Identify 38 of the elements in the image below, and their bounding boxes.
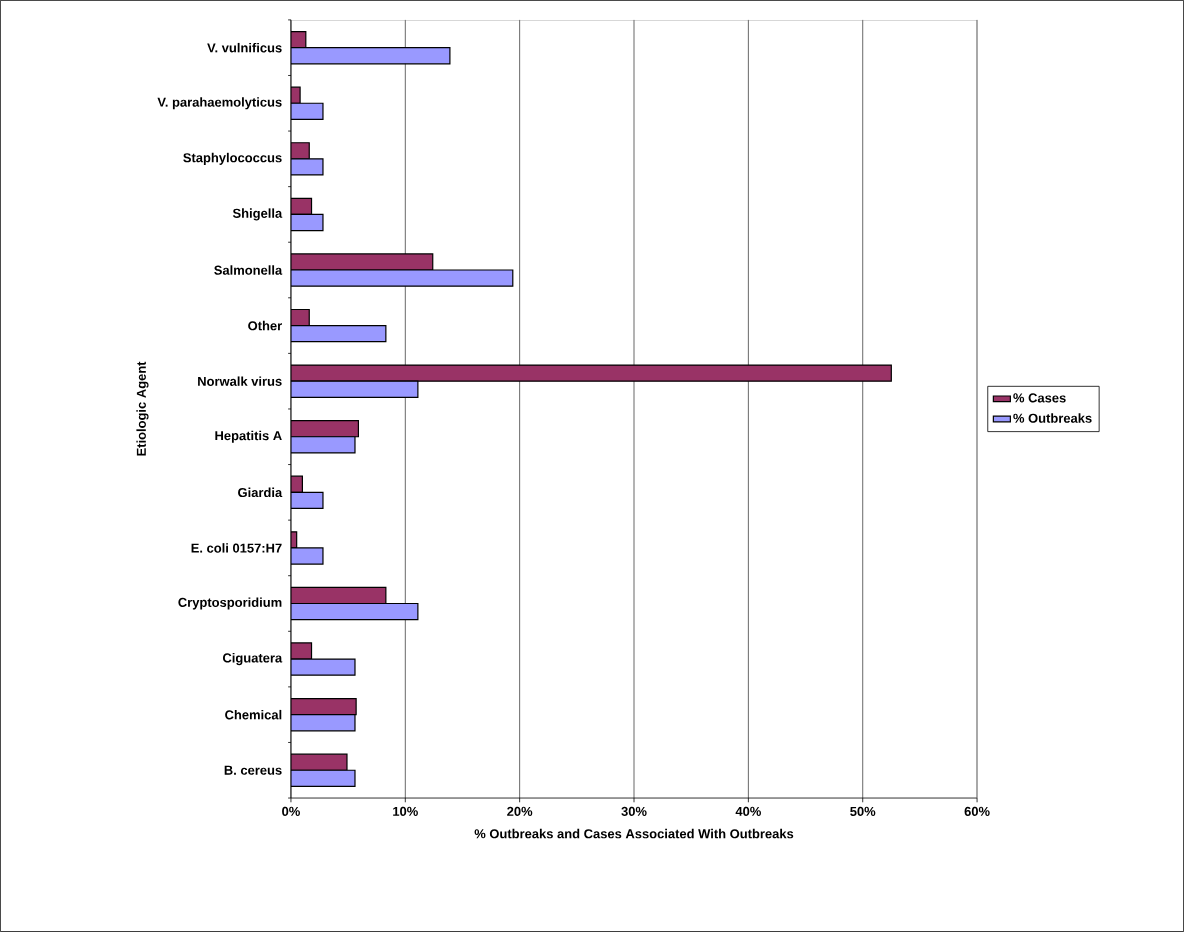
y-tick-label: V. parahaemolyticus: [157, 97, 282, 110]
y-tick-label: E. coli 0157:H7: [191, 543, 282, 553]
x-tick-label: 10%: [393, 806, 418, 816]
y-tick-label: V. vulnificus: [207, 42, 282, 53]
y-tick-label: B. cereus: [224, 765, 282, 775]
x-axis-title: % Outbreaks and Cases Associated With Outbreaks: [474, 828, 794, 839]
bar: [290, 380, 419, 398]
bar: [290, 658, 356, 676]
x-tick-label: 60%: [964, 806, 990, 816]
bar: [290, 714, 356, 732]
y-tick-label: Giardia: [238, 487, 283, 498]
y-tick-label: Salmonella: [214, 265, 283, 275]
bar: [290, 420, 360, 438]
y-axis-title: Etiologic Agent: [136, 361, 149, 456]
bar: [290, 47, 451, 65]
legend-label: % Cases: [1013, 393, 1066, 403]
y-tick-label: Shigella: [232, 208, 283, 221]
bar: [290, 586, 387, 605]
x-tick-label: 40%: [735, 806, 761, 816]
y-tick-label: Norwalk virus: [198, 376, 282, 386]
y-tick-label: Other: [248, 320, 282, 331]
y-tick-label: Hepatitis A: [215, 430, 282, 443]
y-tick-label: Chemical: [225, 709, 282, 720]
x-tick-label: 30%: [621, 806, 647, 817]
bar: [290, 436, 356, 454]
y-tick-label: Cryptosporidium: [178, 597, 282, 610]
bar: [290, 364, 892, 382]
x-tick-label: 0%: [282, 806, 300, 816]
bar: [290, 325, 387, 343]
bar: [290, 753, 348, 771]
bar: [290, 602, 419, 621]
y-tick-label: Ciguatera: [222, 653, 283, 666]
x-tick-label: 50%: [850, 806, 876, 816]
x-tick-label: 20%: [507, 806, 533, 816]
y-tick-label: Staphylococcus: [183, 152, 282, 165]
bar: [290, 769, 356, 787]
legend-label: % Outbreaks: [1013, 413, 1092, 423]
bar: [290, 697, 357, 716]
